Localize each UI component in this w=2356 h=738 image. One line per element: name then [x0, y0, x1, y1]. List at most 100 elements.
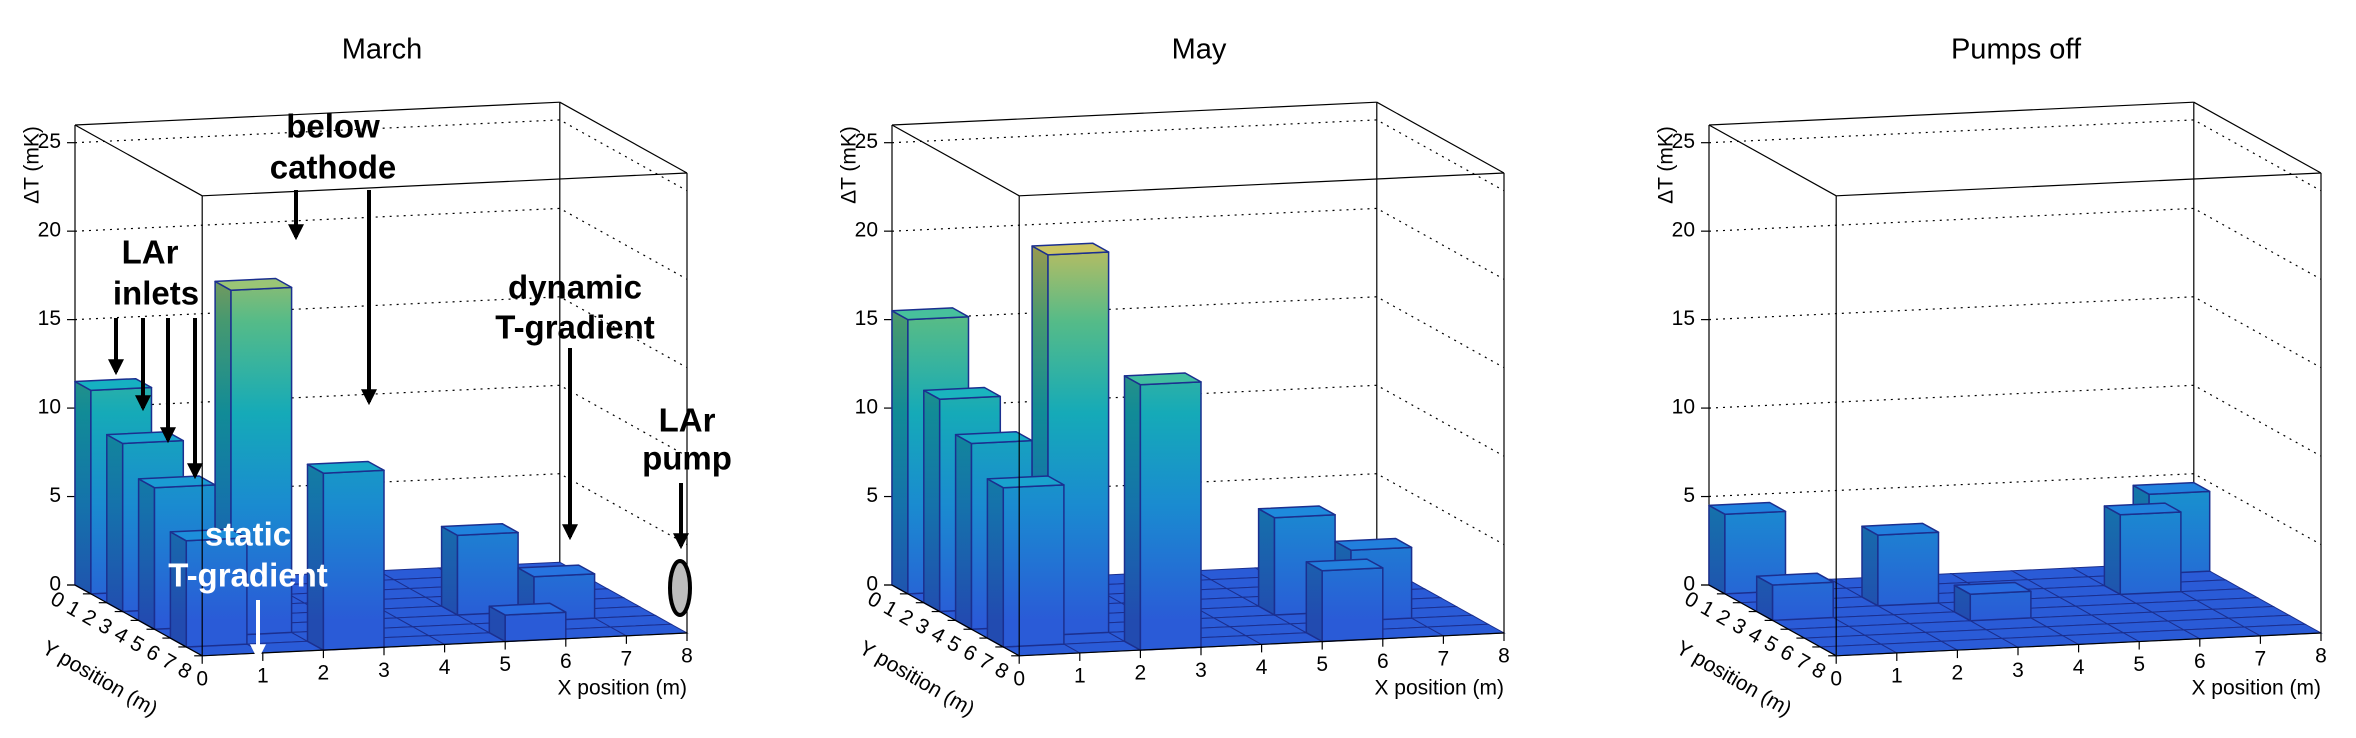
- x-tick-label: 2: [318, 662, 330, 685]
- bar-top: [1031, 242, 1110, 256]
- z-tick-label: 20: [38, 219, 61, 242]
- x-tick-label: 2: [1135, 662, 1147, 685]
- z-axis-label: ΔT (mK): [21, 126, 44, 204]
- bar-side: [2103, 505, 2122, 596]
- bar-top: [1861, 522, 1940, 536]
- annotation-text: static: [205, 516, 291, 553]
- x-tick-label: 1: [1074, 664, 1086, 687]
- bar-side: [137, 478, 156, 631]
- x-tick-label: 0: [1013, 667, 1025, 690]
- chart-title: Pumps off: [1951, 34, 2082, 66]
- y-tick-label: 7: [1792, 649, 1814, 675]
- x-tick-label: 3: [1195, 659, 1207, 682]
- bar-side: [923, 389, 941, 613]
- bar-top: [1257, 505, 1336, 519]
- x-tick-label: 1: [257, 664, 269, 687]
- z-tick-label: 25: [38, 130, 61, 153]
- pump-marker: [668, 559, 692, 617]
- bar-top: [74, 377, 153, 392]
- bar-top: [2103, 502, 2182, 516]
- z-tick-label: 10: [855, 396, 878, 419]
- annotation-text: LAr: [122, 234, 179, 271]
- y-tick-label: 6: [959, 640, 981, 666]
- y-tick-label: 8: [991, 658, 1013, 684]
- box-edge: [202, 172, 688, 197]
- bar-side: [1708, 504, 1726, 595]
- bar-top: [1708, 501, 1787, 515]
- x-axis-label: X position (m): [2191, 677, 2321, 700]
- z-tick-label: 0: [866, 573, 878, 596]
- box-edge: [1836, 172, 2322, 197]
- bar-front: [2119, 511, 2182, 596]
- bar-front: [504, 611, 567, 643]
- x-tick-label: 7: [1438, 647, 1450, 670]
- box-edge: [74, 101, 560, 126]
- box-edge: [891, 124, 1020, 197]
- bar-top: [891, 307, 970, 321]
- bar-side: [440, 525, 459, 616]
- y-tick-label: 3: [1728, 614, 1750, 640]
- box-edge: [1708, 124, 1837, 197]
- bar-top: [1953, 581, 2032, 595]
- bar-front: [1771, 581, 1834, 622]
- z-tick-label: 20: [1672, 219, 1695, 242]
- bar-top: [440, 522, 519, 537]
- box-edge: [559, 101, 688, 174]
- bar-top: [1305, 558, 1384, 572]
- y-tick-label: 4: [927, 623, 949, 649]
- x-tick-label: 2: [1952, 662, 1964, 685]
- grid-line: [74, 207, 688, 280]
- y-tick-label: 5: [943, 632, 965, 658]
- x-tick-label: 5: [2133, 653, 2145, 676]
- y-tick-label: 2: [895, 605, 917, 631]
- y-tick-label: 8: [1808, 658, 1830, 684]
- y-tick-label: 2: [78, 605, 100, 631]
- y-tick-label: 7: [158, 649, 180, 675]
- y-tick-label: 4: [110, 623, 132, 649]
- box-edge: [74, 124, 203, 197]
- annotation-text: LAr: [659, 402, 716, 439]
- grid-line: [891, 296, 1505, 369]
- bar-side: [986, 478, 1005, 648]
- box-edge: [2193, 101, 2322, 174]
- bar-top: [986, 475, 1065, 489]
- box-edge: [1019, 172, 1505, 197]
- x-tick-label: 5: [1316, 653, 1328, 676]
- y-tick-label: 8: [174, 658, 196, 684]
- y-tick-label: 6: [1776, 640, 1798, 666]
- bar-top: [2132, 481, 2211, 496]
- annotation-text: T-gradient: [495, 309, 655, 346]
- bar-front: [1969, 590, 2032, 622]
- z-tick-label: 15: [1672, 307, 1695, 330]
- bar-top: [1334, 537, 1413, 551]
- bar-top: [306, 460, 385, 474]
- bar-side: [1861, 525, 1879, 607]
- x-tick-label: 7: [621, 647, 633, 670]
- y-axis-label: Y position (m): [38, 636, 161, 721]
- x-axis-label: X position (m): [557, 677, 687, 700]
- bar-side: [954, 433, 973, 631]
- grid-line: [1708, 207, 2322, 280]
- annotation-text: below: [286, 108, 380, 145]
- grid-line: [1708, 473, 2322, 546]
- z-tick-label: 5: [49, 484, 61, 507]
- bar-side: [1123, 375, 1142, 651]
- bar-top: [214, 277, 293, 292]
- y-tick-label: 1: [880, 596, 902, 622]
- bar-front: [1002, 484, 1065, 648]
- grid-line: [891, 207, 1505, 280]
- y-tick-label: 1: [1697, 596, 1719, 622]
- box-edge: [1376, 101, 1505, 174]
- x-axis-label: X position (m): [1374, 677, 1504, 700]
- annotation-text: T-gradient: [168, 557, 328, 594]
- x-tick-label: 0: [196, 667, 208, 690]
- bar-front: [322, 469, 385, 651]
- bar-side: [74, 380, 92, 595]
- x-tick-label: 6: [2194, 650, 2206, 673]
- grid-line: [74, 119, 688, 192]
- grid-line: [1708, 384, 2322, 457]
- box-edge: [891, 101, 1377, 126]
